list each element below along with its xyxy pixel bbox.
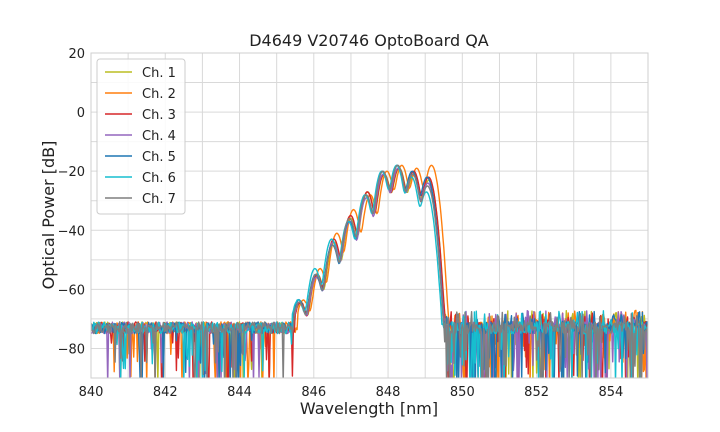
x-tick-label: 852: [524, 385, 549, 400]
legend-label-1: Ch. 1: [142, 66, 176, 81]
legend-label-6: Ch. 6: [142, 171, 176, 186]
legend-label-3: Ch. 3: [142, 108, 176, 123]
y-tick-label: −80: [58, 342, 85, 357]
series-lines: [91, 164, 648, 378]
x-tick-label: 846: [301, 385, 326, 400]
x-tick-label: 840: [79, 385, 104, 400]
y-tick-label: −60: [58, 283, 85, 298]
x-tick-label: 842: [153, 385, 178, 400]
x-tick-label: 844: [227, 385, 252, 400]
x-tick-label: 854: [598, 385, 623, 400]
y-tick-label: 20: [68, 47, 85, 62]
legend-label-4: Ch. 4: [142, 129, 176, 144]
y-tick-label: −40: [58, 224, 85, 239]
axis-ticks: 840 842 844 846 848 850 852 854 20 0 −20 −40 −60 −80: [58, 47, 624, 400]
legend-label-5: Ch. 5: [142, 150, 176, 165]
legend-label-2: Ch. 2: [142, 87, 176, 102]
y-tick-label: 0: [77, 106, 85, 121]
legend-label-7: Ch. 7: [142, 192, 176, 207]
y-tick-label: −20: [58, 165, 85, 180]
legend: Ch. 1 Ch. 2 Ch. 3 Ch. 4 Ch. 5 Ch. 6 Ch. 7: [96, 58, 186, 215]
y-axis-label: Optical Power [dB]: [39, 141, 58, 290]
chart-title: D4649 V20746 OptoBoard QA: [249, 31, 489, 50]
x-tick-label: 848: [376, 385, 401, 400]
series-line-7: [91, 164, 648, 378]
x-tick-label: 850: [450, 385, 475, 400]
legend-box: [96, 58, 186, 215]
x-axis-label: Wavelength [nm]: [300, 399, 438, 418]
plot-frame: [90, 52, 649, 379]
